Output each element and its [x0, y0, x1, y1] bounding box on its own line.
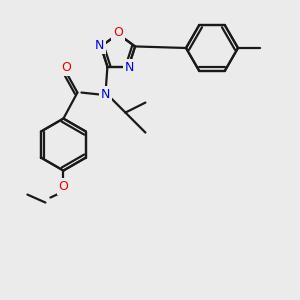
- Text: N: N: [101, 88, 110, 101]
- Text: O: O: [58, 180, 68, 193]
- Text: O: O: [113, 26, 123, 40]
- Text: N: N: [125, 61, 134, 74]
- Text: O: O: [61, 61, 71, 74]
- Text: N: N: [95, 39, 105, 52]
